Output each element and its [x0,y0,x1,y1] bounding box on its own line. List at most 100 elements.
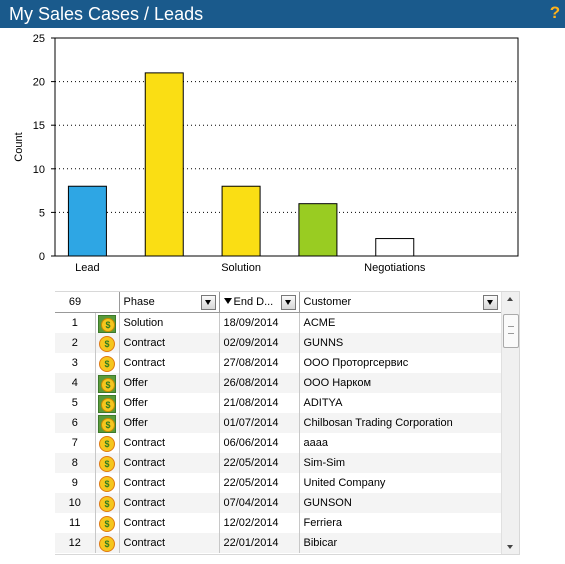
column-header-phase[interactable]: Phase [119,292,220,313]
row-icon-cell: $ [95,312,120,333]
row-number: 6 [55,413,96,433]
row-icon-cell: $ [95,493,120,513]
dollar-coin-icon: $ [98,374,116,393]
bar-chart: 0 5 10 15 20 25 Count Lead Solution Negotiations [13,33,519,274]
cell-phase: Contract [119,353,220,373]
filter-dropdown-icon[interactable] [200,295,216,310]
x-tick-label: Lead [75,262,99,274]
cell-customer: United Company [303,477,386,489]
bar [375,238,415,257]
cell-customer: GUNSON [299,493,501,513]
dollar-coin-icon: $ [98,355,116,373]
dollar-coin-icon: $ [98,394,116,413]
cell-end-date: 26/08/2014 [219,373,300,393]
cell-customer: Ferriera [303,517,343,529]
scroll-up-arrow-icon[interactable] [502,292,519,306]
row-number: 5 [55,393,96,413]
cell-customer: ООО Нарком [299,373,501,393]
row-icon-cell: $ [95,473,120,493]
record-count: 69 [55,292,95,313]
column-header-customer[interactable]: Customer [299,292,502,313]
table-row[interactable]: 12 $ Contract 22/01/2014 Bibicar [55,533,501,553]
cell-phase: Contract [119,333,220,353]
row-icon-cell: $ [95,413,120,433]
table-row[interactable]: 7 $ Contract 06/06/2014 aaaa [55,433,501,453]
row-number: 7 [55,433,96,453]
cell-end-date: 22/05/2014 [219,453,300,473]
row-number: 10 [55,493,96,513]
cell-customer: Bibicar [299,533,501,553]
row-icon-cell: $ [95,353,120,373]
help-icon[interactable]: ? [549,3,561,22]
window-title: My Sales Cases / Leads [9,4,204,24]
row-number: 3 [55,353,96,373]
row-number: 9 [55,473,96,493]
cell-phase: Contract [119,493,220,513]
table-row[interactable]: 6 $ Offer 01/07/2014 Chilbosan Trading Corpo… [55,413,501,433]
cell-end-date: 18/09/2014 [219,312,300,333]
table-row[interactable]: 8 $ Contract 22/05/2014 Sim-Sim [55,453,501,473]
cell-end-date: 22/05/2014 [219,473,300,493]
cell-end-date: 06/06/2014 [219,433,300,453]
row-number: 2 [55,333,96,353]
dollar-coin-icon: $ [98,335,116,353]
table-row[interactable]: 3 $ Contract 27/08/2014 ООО Проторгсервис [55,353,501,373]
cell-end-date: 27/08/2014 [219,353,300,373]
table-row[interactable]: 1 $ Solution 18/09/2014 ACME [55,312,501,333]
bar [144,72,184,257]
dollar-coin-icon: $ [98,495,116,513]
cell-customer: GUNNS [299,333,501,353]
dollar-coin-icon: $ [98,314,116,333]
cell-end-date: 22/01/2014 [219,533,300,553]
row-number: 11 [55,513,96,533]
y-tick-label: 25 [33,33,45,45]
sales-grid: 69 Phase End D... Customer 1 $ Solution 18/… [55,291,520,555]
table-row[interactable]: 10 $ Contract 07/04/2014 GUNSON [55,493,501,513]
filter-dropdown-icon[interactable] [482,295,498,310]
table-row[interactable]: 4 $ Offer 26/08/2014 ООО Нарком [55,373,501,393]
sort-descending-icon [223,298,232,304]
cell-end-date: 21/08/2014 [219,393,300,413]
column-label-customer: Customer [303,296,352,308]
scroll-down-arrow-icon[interactable] [502,540,519,554]
scrollbar-thumb[interactable] [503,314,519,348]
row-icon-cell: $ [95,393,120,413]
cell-customer: ООО Проторгсервис [303,357,409,369]
x-tick-label: Solution [221,262,261,274]
y-tick-label: 5 [39,207,45,219]
bar [298,203,338,257]
filter-dropdown-icon[interactable] [280,295,296,310]
table-row[interactable]: 2 $ Contract 02/09/2014 GUNNS [55,333,501,353]
column-header-end-date[interactable]: End D... [219,292,300,313]
x-tick-label: Negotiations [364,262,426,274]
row-icon-cell: $ [95,433,120,453]
cell-end-date: 02/09/2014 [219,333,300,353]
cell-phase: Contract [119,453,220,473]
cell-customer: Chilbosan Trading Corporation [299,413,501,433]
y-tick-label: 15 [33,120,45,132]
cell-phase: Contract [119,433,220,453]
y-tick-label: 20 [33,77,45,89]
cell-end-date: 07/04/2014 [219,493,300,513]
y-axis-label: Count [13,132,25,161]
header-icon-column [95,292,120,313]
cell-customer: ACME [303,317,336,329]
table-row[interactable]: 11 $ Contract 12/02/2014 Ferriera [55,513,501,533]
row-icon-cell: $ [95,533,120,553]
cell-end-date: 12/02/2014 [219,513,300,533]
dollar-coin-icon: $ [98,435,116,453]
table-row[interactable]: 9 $ Contract 22/05/2014 United Company [55,473,501,493]
cell-phase: Contract [119,473,220,493]
sales-table: 69 Phase End D... Customer 1 $ Solution 18/… [55,292,502,553]
cell-customer: Sim-Sim [299,453,501,473]
row-number: 4 [55,373,96,393]
table-row[interactable]: 5 $ Offer 21/08/2014 ADITYA [55,393,501,413]
cell-customer: aaaa [303,437,328,449]
y-tick-label: 0 [39,251,45,263]
column-label-end-date: End D... [233,296,274,308]
row-number: 8 [55,453,96,473]
bar [67,185,107,257]
cell-customer: ADITYA [303,397,343,409]
dollar-coin-icon: $ [98,535,116,553]
vertical-scrollbar[interactable] [501,292,519,554]
